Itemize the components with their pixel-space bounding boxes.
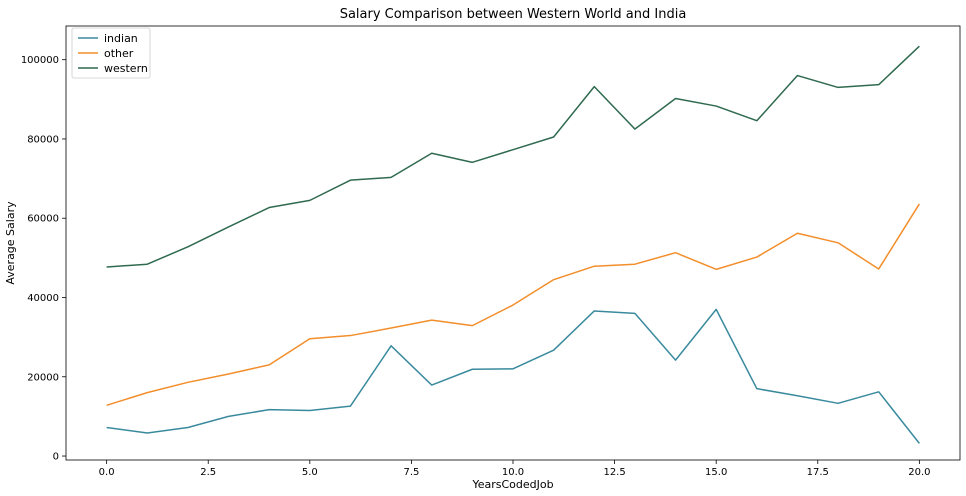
x-tick-label: 5.0 <box>302 467 318 478</box>
x-tick-label: 10.0 <box>502 467 524 478</box>
chart-title: Salary Comparison between Western World … <box>340 7 687 22</box>
y-axis-label: Average Salary <box>4 201 17 285</box>
x-tick-label: 7.5 <box>403 467 419 478</box>
y-tick-label: 60000 <box>27 214 59 225</box>
y-axis: 0 20000 40000 60000 80000 100000 <box>21 55 66 463</box>
legend-label-other: other <box>104 47 134 60</box>
series-line-western <box>106 45 920 268</box>
y-tick-label: 100000 <box>21 55 59 66</box>
legend-label-indian: indian <box>104 32 138 45</box>
y-tick-label: 40000 <box>27 293 59 304</box>
x-axis: 0.0 2.5 5.0 7.5 10.0 12.5 15.0 17.5 20.0 <box>99 460 930 478</box>
x-axis-label: YearsCodedJob <box>471 478 553 491</box>
y-tick-label: 80000 <box>27 134 59 145</box>
x-tick-label: 17.5 <box>807 467 829 478</box>
series-line-other <box>106 203 920 407</box>
series-line-indian <box>106 308 920 444</box>
plot-area <box>106 45 920 444</box>
legend: indian other western <box>71 27 151 79</box>
x-tick-label: 15.0 <box>705 467 727 478</box>
plot-frame <box>65 25 961 461</box>
x-tick-label: 2.5 <box>200 467 216 478</box>
y-tick-label: 0 <box>53 452 59 463</box>
legend-frame <box>71 27 151 79</box>
x-tick-label: 20.0 <box>908 467 930 478</box>
x-tick-label: 12.5 <box>603 467 625 478</box>
y-tick-label: 20000 <box>27 372 59 383</box>
x-tick-label: 0.0 <box>99 467 115 478</box>
legend-label-western: western <box>104 62 148 75</box>
